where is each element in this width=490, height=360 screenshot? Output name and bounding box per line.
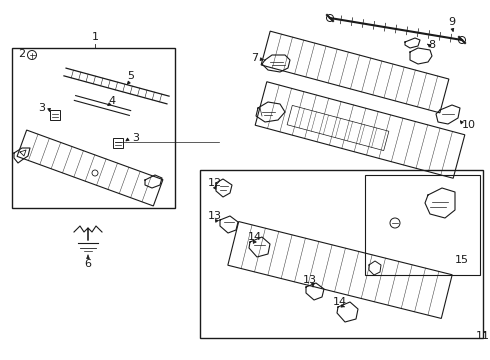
Text: 8: 8 bbox=[428, 40, 436, 50]
Text: 10: 10 bbox=[462, 120, 476, 130]
Text: 14: 14 bbox=[248, 232, 262, 242]
Text: 5: 5 bbox=[127, 71, 134, 81]
Text: 7: 7 bbox=[251, 53, 259, 63]
Text: 12: 12 bbox=[208, 178, 222, 188]
Text: 11: 11 bbox=[476, 331, 490, 341]
Text: 1: 1 bbox=[92, 32, 98, 42]
Text: 3: 3 bbox=[39, 103, 46, 113]
Bar bbox=[12, 48, 175, 208]
Text: 14: 14 bbox=[333, 297, 347, 307]
Bar bbox=[200, 170, 483, 338]
Text: 6: 6 bbox=[84, 259, 92, 269]
Bar bbox=[113, 138, 123, 148]
Text: 15: 15 bbox=[455, 255, 469, 265]
Text: 2: 2 bbox=[19, 49, 25, 59]
Text: 13: 13 bbox=[303, 275, 317, 285]
Text: 3: 3 bbox=[132, 133, 140, 143]
Text: 13: 13 bbox=[208, 211, 222, 221]
Text: 9: 9 bbox=[448, 17, 456, 27]
Bar bbox=[50, 110, 60, 120]
Bar bbox=[365, 175, 480, 275]
Text: 4: 4 bbox=[108, 96, 116, 106]
